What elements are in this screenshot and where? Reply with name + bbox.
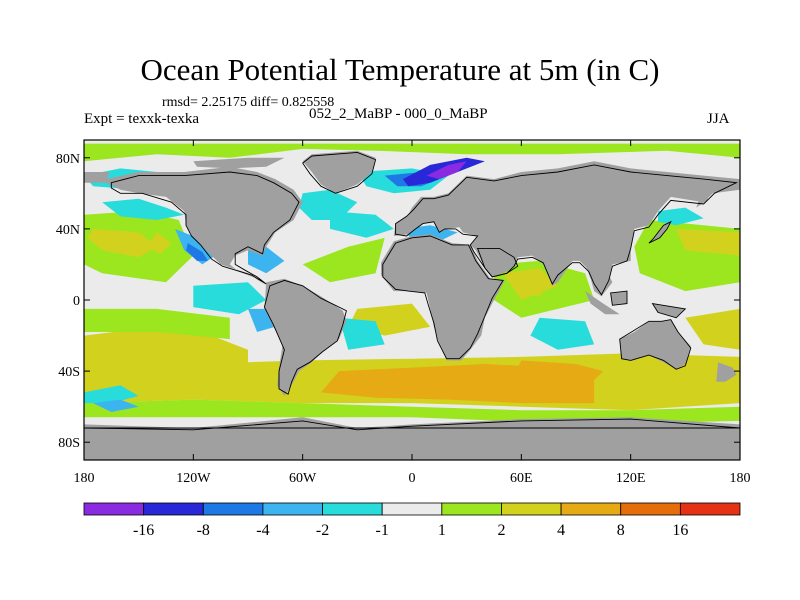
- anomaly-arctic-green: [84, 143, 740, 162]
- lon-tick-label: 180: [730, 471, 751, 486]
- colorbar-swatch: [262, 502, 323, 516]
- land-africa: [381, 234, 505, 361]
- colorbar-label: 8: [617, 522, 625, 539]
- anomaly-japan-cyan: [658, 207, 704, 226]
- land-kamchatka: [696, 193, 709, 208]
- experiment-label: Expt = texxk-texka: [84, 111, 200, 127]
- land-greenland: [302, 150, 376, 194]
- colorbar-swatch: [620, 502, 681, 516]
- colorbar-swatch: [143, 502, 204, 516]
- coast-japan: [648, 220, 672, 244]
- colorbar-swatch: [501, 502, 562, 516]
- colorbar-swatch: [202, 502, 264, 516]
- coast-africa: [382, 235, 504, 360]
- colorbar-swatch: [322, 502, 383, 516]
- lon-tick-label: 180: [74, 471, 95, 486]
- coast-greenland: [302, 151, 377, 194]
- coast-north-america: [110, 171, 300, 285]
- anomaly-south-pacific-yellow: [84, 326, 248, 372]
- difference-label: 052_2_MaBP - 000_0_MaBP: [309, 106, 488, 122]
- lat-tick-label: 0: [73, 294, 80, 309]
- lon-tick-label: 120W: [176, 471, 211, 486]
- colorbar-label: -2: [316, 522, 329, 539]
- coast-south-america: [263, 279, 347, 395]
- anomaly-arabian-yellow: [521, 278, 549, 297]
- land-eurasia: [393, 161, 740, 297]
- land-borneo: [610, 291, 627, 306]
- anomaly-indian-orange: [512, 360, 604, 389]
- colorbar-label: 4: [557, 522, 565, 539]
- anomaly-antarctic-lblue: [93, 399, 139, 412]
- lon-tick-label: 120E: [616, 471, 646, 486]
- lat-tick-label: 40S: [58, 365, 80, 380]
- anomaly-indian-cyan: [530, 317, 595, 350]
- lat-tick-label: 80S: [58, 436, 80, 451]
- land-sumatra-java: [585, 291, 620, 315]
- land-north-america: [105, 166, 303, 286]
- anomaly-barents-violet: [426, 161, 467, 180]
- land-australia: [619, 319, 691, 370]
- lat-tick-label: 40N: [56, 223, 80, 238]
- land-new-zealand: [716, 362, 737, 382]
- colorbar-label: 2: [497, 522, 505, 539]
- lon-tick-label: 60W: [289, 471, 317, 486]
- lat-tick-label: 80N: [56, 152, 80, 167]
- anomaly-field: [84, 140, 740, 460]
- coast-europe-asia: [395, 164, 739, 296]
- coast-australia: [619, 319, 692, 370]
- land-southeast-asia: [585, 264, 613, 297]
- colorbar-label: -16: [133, 522, 154, 539]
- colorbar-swatch: [560, 502, 622, 516]
- colorbar-label: -8: [197, 522, 210, 539]
- land-arctic-islands: [193, 157, 285, 169]
- anomaly-west-pacific-yellow: [676, 228, 740, 256]
- coast-new-guinea: [651, 302, 687, 319]
- colorbar-label: -4: [256, 522, 269, 539]
- coastlines: [84, 151, 740, 431]
- anomaly-north-atlantic-cyan: [330, 211, 394, 238]
- colorbar-swatch: [441, 502, 502, 516]
- anomaly-northeast-pacific-cyan: [102, 198, 185, 220]
- anomaly-southwest-pacific-yellow: [685, 308, 740, 350]
- anomaly-north-atlantic-green: [302, 237, 385, 283]
- anomaly-east-pacific-yellow: [146, 232, 172, 254]
- colorbar-label: 16: [672, 522, 688, 539]
- land-arabia: [477, 246, 518, 277]
- colorbar-swatch: [679, 502, 741, 516]
- colorbar-swatch: [83, 502, 145, 516]
- coast-antarctica: [84, 418, 740, 431]
- season-label: JJA: [707, 111, 730, 127]
- colorbar-label: -1: [376, 522, 389, 539]
- colorbar-swatch: [381, 502, 443, 516]
- anomaly-equatorial-east-pacific-cyan: [193, 282, 267, 315]
- colorbar-label: 1: [438, 522, 446, 539]
- map-title: Ocean Potential Temperature at 5m (in C): [140, 52, 660, 87]
- land-alaska-ice: [84, 172, 110, 183]
- coast-arabia: [476, 247, 519, 278]
- lon-tick-label: 60E: [510, 471, 533, 486]
- land-new-guinea: [652, 303, 686, 318]
- lon-tick-label: 0: [409, 471, 416, 486]
- anomaly-north-pacific-yellow: [87, 228, 157, 258]
- anomaly-southern-cyan: [84, 385, 139, 404]
- anomaly-california-dblue: [186, 243, 208, 261]
- coast-borneo: [610, 290, 628, 306]
- land-south-america: [264, 278, 347, 396]
- anomaly-california-blue: [175, 228, 216, 265]
- anomaly-south-atlantic-cyan: [339, 317, 385, 350]
- stats-label: rmsd= 2.25175 diff= 0.825558: [162, 95, 335, 110]
- anomaly-equatorial-pacific-green: [84, 308, 230, 340]
